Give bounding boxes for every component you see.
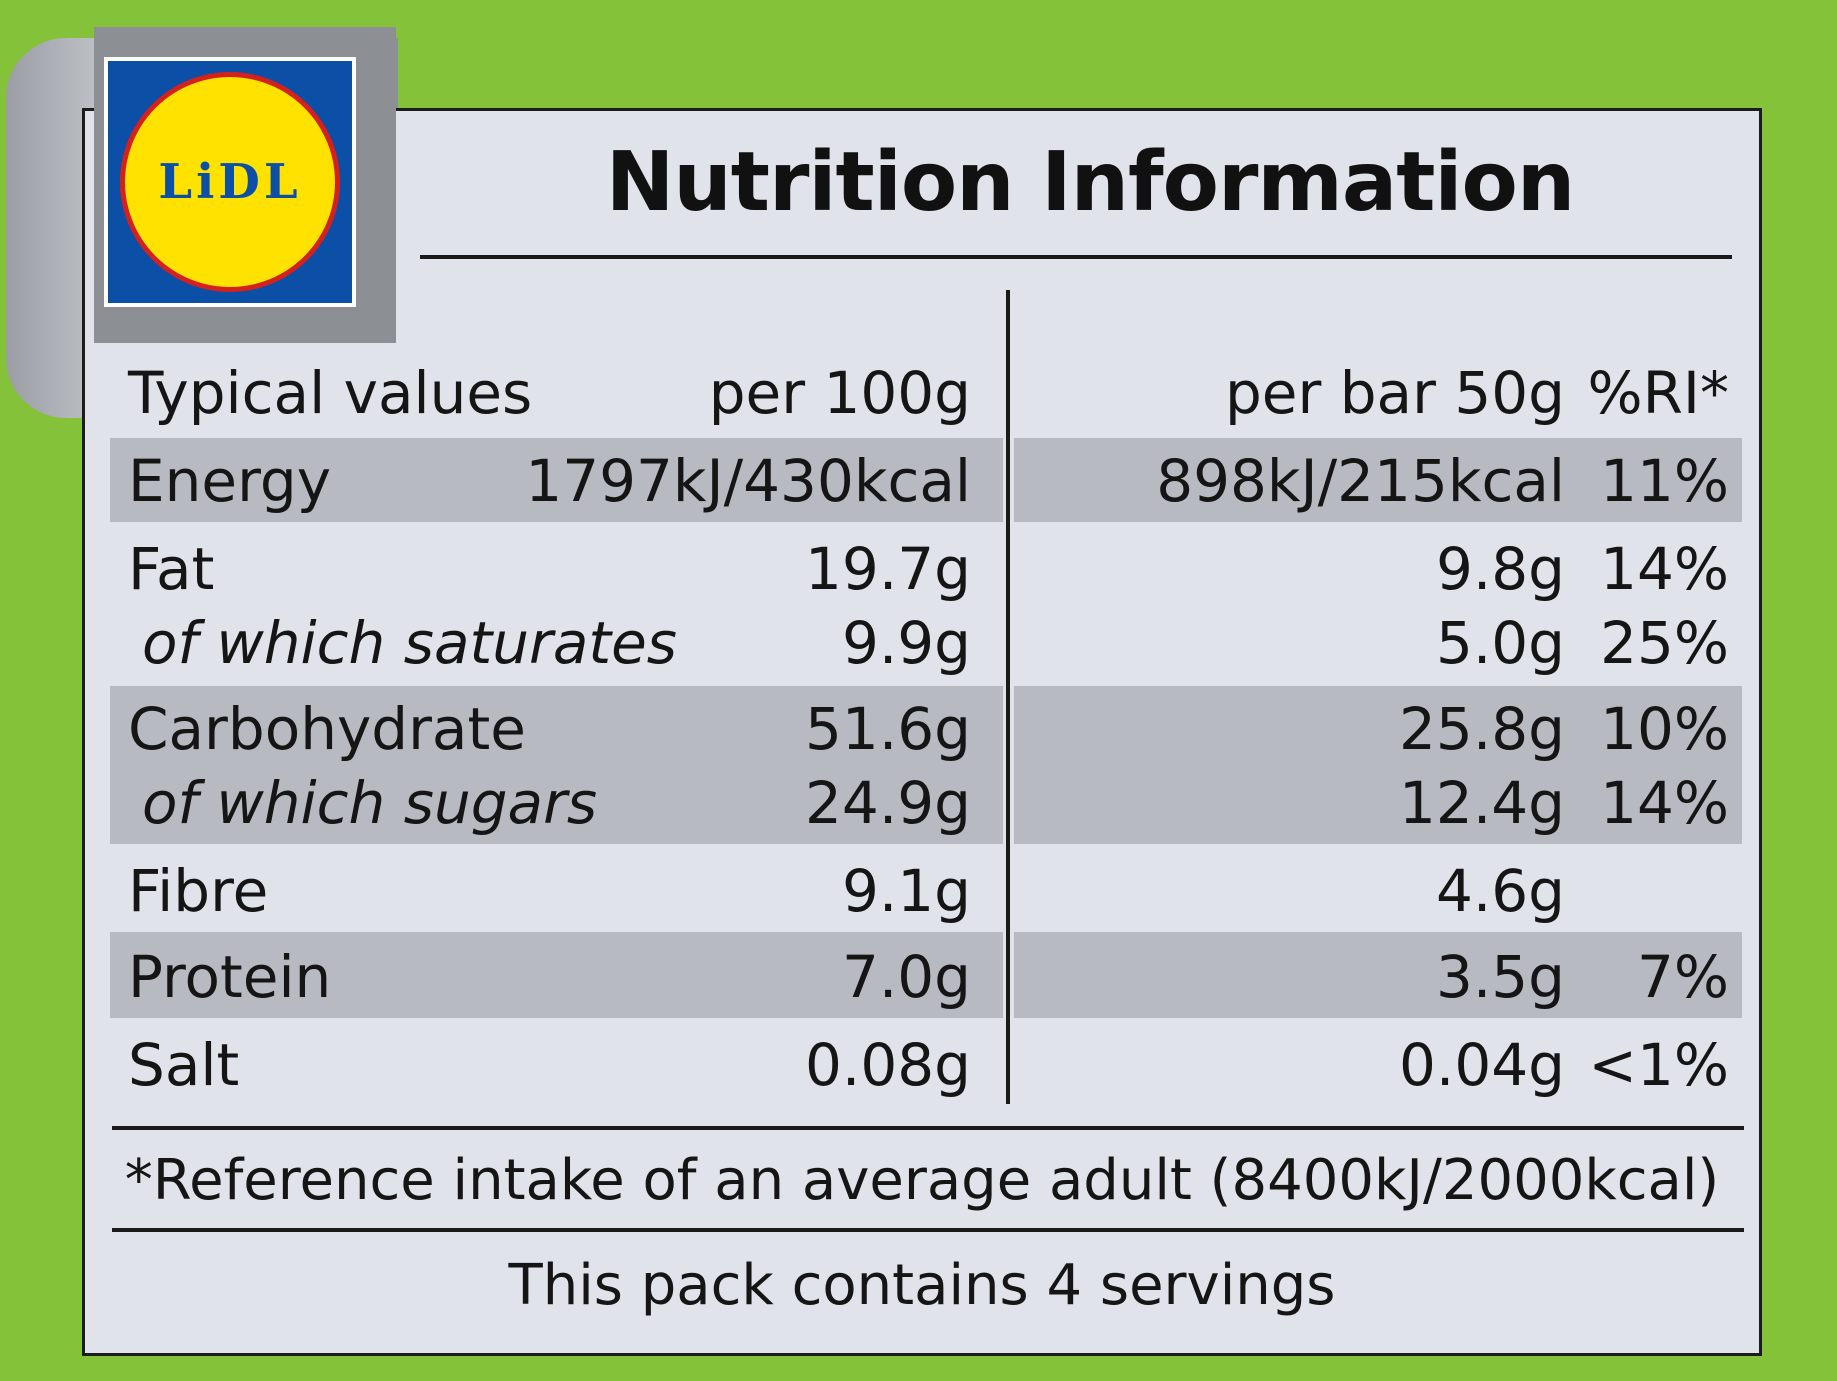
row-per100: 0.08g (805, 1031, 971, 1099)
lidl-logo: LiDL (104, 57, 356, 307)
row-per100: 7.0g (841, 943, 971, 1011)
row-ri: 10% (1600, 695, 1729, 763)
column-divider (1006, 290, 1010, 1104)
row-ri: 14% (1600, 535, 1729, 603)
row-per100: 24.9g (805, 769, 971, 837)
row-per-serving: 5.0g (1435, 609, 1565, 677)
header-ri: %RI* (1587, 359, 1729, 427)
footnote-rule (112, 1228, 1744, 1232)
band-protein-right (1014, 932, 1742, 1018)
row-ri: 25% (1600, 609, 1729, 677)
band-carb-left (110, 686, 1003, 844)
row-label: Protein (128, 943, 332, 1011)
footnote: *Reference intake of an average adult (8… (124, 1148, 1720, 1213)
band-protein-left (110, 932, 1003, 1018)
row-per100: 9.1g (841, 857, 971, 925)
row-label: Energy (128, 447, 332, 515)
row-per100: 51.6g (805, 695, 971, 763)
row-per100: 19.7g (805, 535, 971, 603)
servings-note: This pack contains 4 servings (508, 1253, 1336, 1318)
row-per100: 9.9g (841, 609, 971, 677)
header-per-serving: per bar 50g (1224, 359, 1565, 427)
title-rule (420, 255, 1732, 259)
row-per-serving: 3.5g (1435, 943, 1565, 1011)
row-per-serving: 12.4g (1399, 769, 1565, 837)
row-ri: 11% (1600, 447, 1729, 515)
row-label: of which saturates (142, 609, 678, 677)
logo-text: LiDL (158, 154, 302, 210)
row-label: Fibre (128, 857, 269, 925)
row-per-serving: 25.8g (1399, 695, 1565, 763)
row-label: Carbohydrate (128, 695, 526, 763)
row-per100: 1797kJ/430kcal (525, 447, 971, 515)
table-bottom-rule (112, 1126, 1744, 1130)
band-energy-right (1014, 438, 1742, 522)
row-per-serving: 898kJ/215kcal (1156, 447, 1565, 515)
page-title: Nutrition Information (605, 135, 1575, 230)
header-per100: per 100g (708, 359, 971, 427)
row-ri: <1% (1588, 1031, 1729, 1099)
row-label: Salt (128, 1031, 240, 1099)
row-ri: 7% (1636, 943, 1729, 1011)
row-label: Fat (128, 535, 215, 603)
header-label: Typical values (128, 359, 533, 427)
row-per-serving: 9.8g (1435, 535, 1565, 603)
logo-circle: LiDL (120, 72, 340, 292)
band-carb-right (1014, 686, 1742, 844)
row-per-serving: 0.04g (1399, 1031, 1565, 1099)
row-per-serving: 4.6g (1435, 857, 1565, 925)
row-ri: 14% (1600, 769, 1729, 837)
band-energy-left (110, 438, 1003, 522)
row-label: of which sugars (142, 769, 598, 837)
